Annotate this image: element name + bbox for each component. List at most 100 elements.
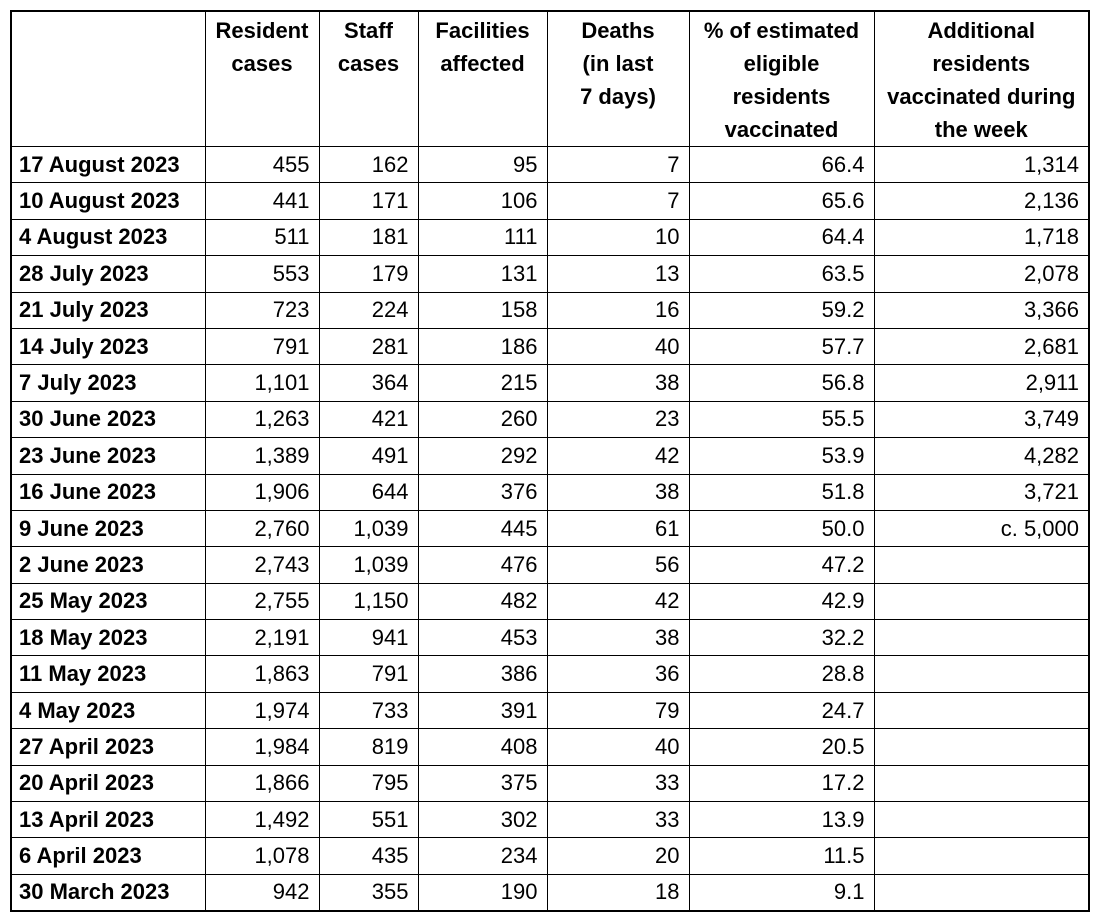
additional-vaccinated-cell: 2,911: [873, 364, 1090, 402]
pct-vaccinated-cell: 9.1: [688, 873, 875, 912]
resident-cases-cell: 1,389: [204, 437, 320, 475]
table-row: 4 May 2023 1,974 733 391 79 24.7: [10, 691, 1090, 730]
deaths-cell: 33: [546, 801, 690, 839]
table-row: 7 July 2023 1,101 364 215 38 56.8 2,911: [10, 364, 1090, 402]
pct-vaccinated-cell: 11.5: [688, 837, 875, 875]
column-header-staff-cases: Staff cases: [318, 10, 419, 147]
additional-vaccinated-cell: 3,721: [873, 473, 1090, 511]
staff-cases-cell: 224: [318, 291, 419, 329]
additional-vaccinated-cell: 4,282: [873, 437, 1090, 475]
staff-cases-cell: 1,150: [318, 582, 419, 621]
facilities-affected-cell: 234: [417, 837, 548, 875]
resident-cases-cell: 455: [204, 145, 320, 184]
resident-cases-cell: 723: [204, 291, 320, 329]
staff-cases-cell: 179: [318, 255, 419, 293]
date-cell: 23 June 2023: [10, 437, 206, 475]
additional-vaccinated-cell: 3,749: [873, 400, 1090, 439]
additional-vaccinated-cell: 2,681: [873, 327, 1090, 366]
table-row: 21 July 2023 723 224 158 16 59.2 3,366: [10, 291, 1090, 329]
date-cell: 30 March 2023: [10, 873, 206, 912]
additional-vaccinated-cell: 1,718: [873, 218, 1090, 257]
deaths-cell: 7: [546, 182, 690, 220]
table-row: 27 April 2023 1,984 819 408 40 20.5: [10, 728, 1090, 766]
date-cell: 30 June 2023: [10, 400, 206, 439]
resident-cases-cell: 2,191: [204, 619, 320, 657]
table-row: 6 April 2023 1,078 435 234 20 11.5: [10, 837, 1090, 875]
table-header: Resident cases Staff cases Facilities affe…: [10, 10, 1090, 147]
resident-cases-cell: 2,743: [204, 546, 320, 584]
table-body: 17 August 2023 455 162 95 7 66.4 1,314 10 Augus…: [10, 145, 1090, 912]
resident-cases-cell: 2,760: [204, 509, 320, 548]
staff-cases-cell: 1,039: [318, 546, 419, 584]
additional-vaccinated-cell: [873, 801, 1090, 839]
resident-cases-cell: 1,263: [204, 400, 320, 439]
deaths-cell: 38: [546, 473, 690, 511]
facilities-affected-cell: 215: [417, 364, 548, 402]
table-header-row: Resident cases Staff cases Facilities affe…: [10, 10, 1090, 147]
deaths-cell: 16: [546, 291, 690, 329]
deaths-cell: 33: [546, 764, 690, 803]
staff-cases-cell: 941: [318, 619, 419, 657]
deaths-cell: 40: [546, 728, 690, 766]
resident-cases-cell: 441: [204, 182, 320, 220]
additional-vaccinated-cell: [873, 546, 1090, 584]
pct-vaccinated-cell: 17.2: [688, 764, 875, 803]
column-header-resident-cases: Resident cases: [204, 10, 320, 147]
table-row: 4 August 2023 511 181 111 10 64.4 1,718: [10, 218, 1090, 257]
pct-vaccinated-cell: 28.8: [688, 655, 875, 693]
additional-vaccinated-cell: c. 5,000: [873, 509, 1090, 548]
table-row: 17 August 2023 455 162 95 7 66.4 1,314: [10, 145, 1090, 184]
deaths-cell: 7: [546, 145, 690, 184]
column-header-additional-vaccinated: Additional residents vaccinated during t…: [873, 10, 1090, 147]
facilities-affected-cell: 386: [417, 655, 548, 693]
resident-cases-cell: 1,101: [204, 364, 320, 402]
column-header-pct-vaccinated: % of estimated eligible residents vaccin…: [688, 10, 875, 147]
pct-vaccinated-cell: 56.8: [688, 364, 875, 402]
date-cell: 28 July 2023: [10, 255, 206, 293]
staff-cases-cell: 181: [318, 218, 419, 257]
facilities-affected-cell: 106: [417, 182, 548, 220]
pct-vaccinated-cell: 53.9: [688, 437, 875, 475]
date-cell: 17 August 2023: [10, 145, 206, 184]
date-cell: 4 August 2023: [10, 218, 206, 257]
table-row: 9 June 2023 2,760 1,039 445 61 50.0 c. 5,000: [10, 509, 1090, 548]
facilities-affected-cell: 292: [417, 437, 548, 475]
facilities-affected-cell: 482: [417, 582, 548, 621]
pct-vaccinated-cell: 42.9: [688, 582, 875, 621]
facilities-affected-cell: 302: [417, 801, 548, 839]
deaths-cell: 36: [546, 655, 690, 693]
facilities-affected-cell: 391: [417, 691, 548, 730]
date-cell: 7 July 2023: [10, 364, 206, 402]
staff-cases-cell: 795: [318, 764, 419, 803]
additional-vaccinated-cell: [873, 837, 1090, 875]
date-cell: 11 May 2023: [10, 655, 206, 693]
facilities-affected-cell: 260: [417, 400, 548, 439]
pct-vaccinated-cell: 57.7: [688, 327, 875, 366]
facilities-affected-cell: 131: [417, 255, 548, 293]
table-row: 30 March 2023 942 355 190 18 9.1: [10, 873, 1090, 912]
table-row: 18 May 2023 2,191 941 453 38 32.2: [10, 619, 1090, 657]
facilities-affected-cell: 408: [417, 728, 548, 766]
deaths-cell: 42: [546, 582, 690, 621]
date-cell: 10 August 2023: [10, 182, 206, 220]
table-row: 28 July 2023 553 179 131 13 63.5 2,078: [10, 255, 1090, 293]
table-row: 2 June 2023 2,743 1,039 476 56 47.2: [10, 546, 1090, 584]
pct-vaccinated-cell: 13.9: [688, 801, 875, 839]
column-header-deaths: Deaths (in last 7 days): [546, 10, 690, 147]
resident-cases-cell: 1,492: [204, 801, 320, 839]
resident-cases-cell: 1,863: [204, 655, 320, 693]
deaths-cell: 38: [546, 619, 690, 657]
staff-cases-cell: 791: [318, 655, 419, 693]
date-cell: 16 June 2023: [10, 473, 206, 511]
date-cell: 4 May 2023: [10, 691, 206, 730]
staff-cases-cell: 644: [318, 473, 419, 511]
additional-vaccinated-cell: [873, 764, 1090, 803]
date-cell: 13 April 2023: [10, 801, 206, 839]
staff-cases-cell: 733: [318, 691, 419, 730]
table-row: 14 July 2023 791 281 186 40 57.7 2,681: [10, 327, 1090, 366]
staff-cases-cell: 281: [318, 327, 419, 366]
additional-vaccinated-cell: [873, 691, 1090, 730]
date-cell: 20 April 2023: [10, 764, 206, 803]
date-cell: 6 April 2023: [10, 837, 206, 875]
resident-cases-cell: 1,906: [204, 473, 320, 511]
